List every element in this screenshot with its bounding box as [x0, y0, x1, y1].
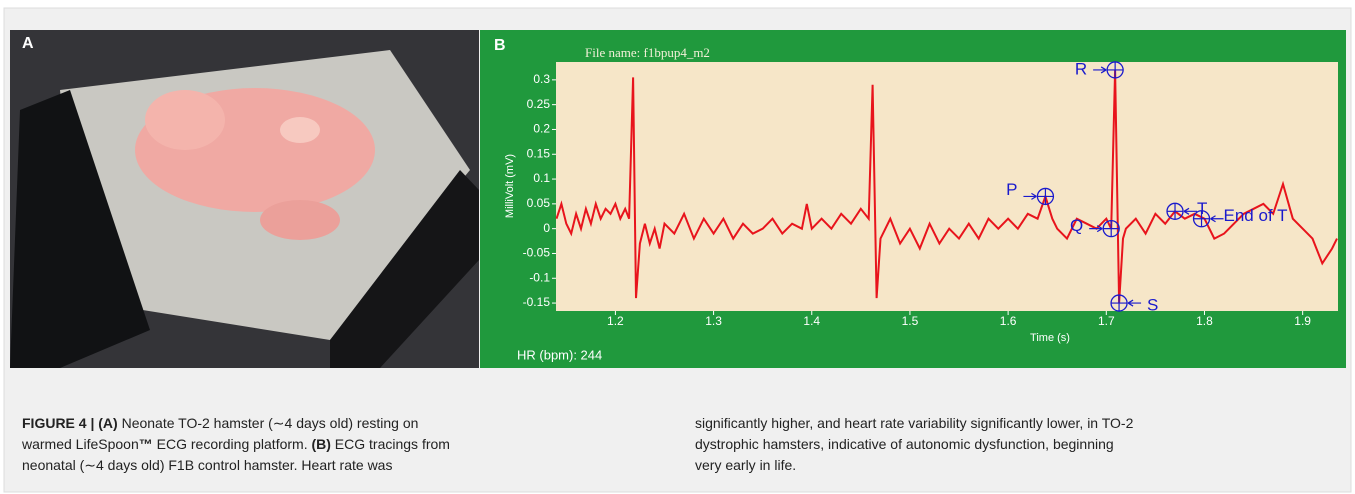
marker-label: R: [1075, 59, 1087, 78]
caption-run: (B): [311, 436, 330, 452]
marker-label: S: [1147, 296, 1158, 315]
panel-label: A: [22, 35, 34, 52]
caption-line: significantly higher, and heart rate var…: [695, 415, 1134, 431]
x-tick-label: 1.7: [1098, 314, 1115, 328]
photo: [10, 30, 479, 368]
caption-run: ECG tracings from: [331, 436, 450, 452]
caption-line: FIGURE 4 | (A) Neonate TO-2 hamster (∼4 …: [22, 415, 418, 431]
caption-line: dystrophic hamsters, indicative of auton…: [695, 436, 1114, 452]
x-tick-label: 1.2: [607, 314, 624, 328]
y-tick-label: 0: [543, 221, 550, 235]
y-tick-label: 0.1: [533, 171, 550, 185]
caption-run: Neonate TO-2 hamster (∼4 days old) resti…: [118, 415, 419, 431]
y-tick-label: 0.3: [533, 72, 550, 86]
panel-label: B: [494, 37, 506, 54]
caption-run: ECG recording platform.: [153, 436, 312, 452]
caption-line: warmed LifeSpoon™ ECG recording platform…: [21, 436, 450, 452]
y-tick-label: 0.15: [527, 146, 551, 160]
caption-line: very early in life.: [695, 457, 796, 473]
marker-label: End of T: [1224, 206, 1288, 225]
caption-run: neonatal (∼4 days old) F1B control hamst…: [22, 457, 392, 473]
x-tick-label: 1.5: [902, 314, 919, 328]
caption-run: FIGURE 4 | (A): [22, 415, 118, 431]
caption-run: dystrophic hamsters, indicative of auton…: [695, 436, 1114, 452]
y-tick-label: 0.2: [533, 122, 550, 136]
x-tick-label: 1.4: [803, 314, 820, 328]
figure: A B File name: f1bpup4_m2 HR (bpm): 244 …: [0, 0, 1355, 494]
caption-run: ™: [139, 436, 153, 452]
y-tick-label: -0.15: [523, 295, 551, 309]
x-tick-label: 1.6: [1000, 314, 1017, 328]
y-tick-label: 0.05: [527, 196, 551, 210]
annotation: HR (bpm): 244: [517, 347, 602, 362]
x-tick-label: 1.3: [705, 314, 722, 328]
caption-run: warmed LifeSpoon: [21, 436, 139, 452]
marker-label: P: [1006, 180, 1017, 199]
y-axis-label: MilliVolt (mV): [504, 154, 516, 218]
y-tick-label: -0.05: [523, 246, 551, 260]
caption-run: significantly higher, and heart rate var…: [695, 415, 1134, 431]
caption-line: neonatal (∼4 days old) F1B control hamst…: [22, 457, 392, 473]
caption-run: very early in life.: [695, 457, 796, 473]
y-tick-label: 0.25: [527, 97, 551, 111]
x-tick-label: 1.9: [1294, 314, 1311, 328]
y-tick-label: -0.1: [529, 270, 550, 284]
chart-title: File name: f1bpup4_m2: [585, 45, 710, 60]
plot-area: [556, 62, 1338, 311]
x-tick-label: 1.8: [1196, 314, 1213, 328]
page: A B File name: f1bpup4_m2 HR (bpm): 244 …: [0, 0, 1355, 494]
marker-label: T: [1197, 199, 1207, 218]
x-axis-label: Time (s): [1030, 332, 1070, 344]
marker-label: Q: [1070, 216, 1083, 235]
